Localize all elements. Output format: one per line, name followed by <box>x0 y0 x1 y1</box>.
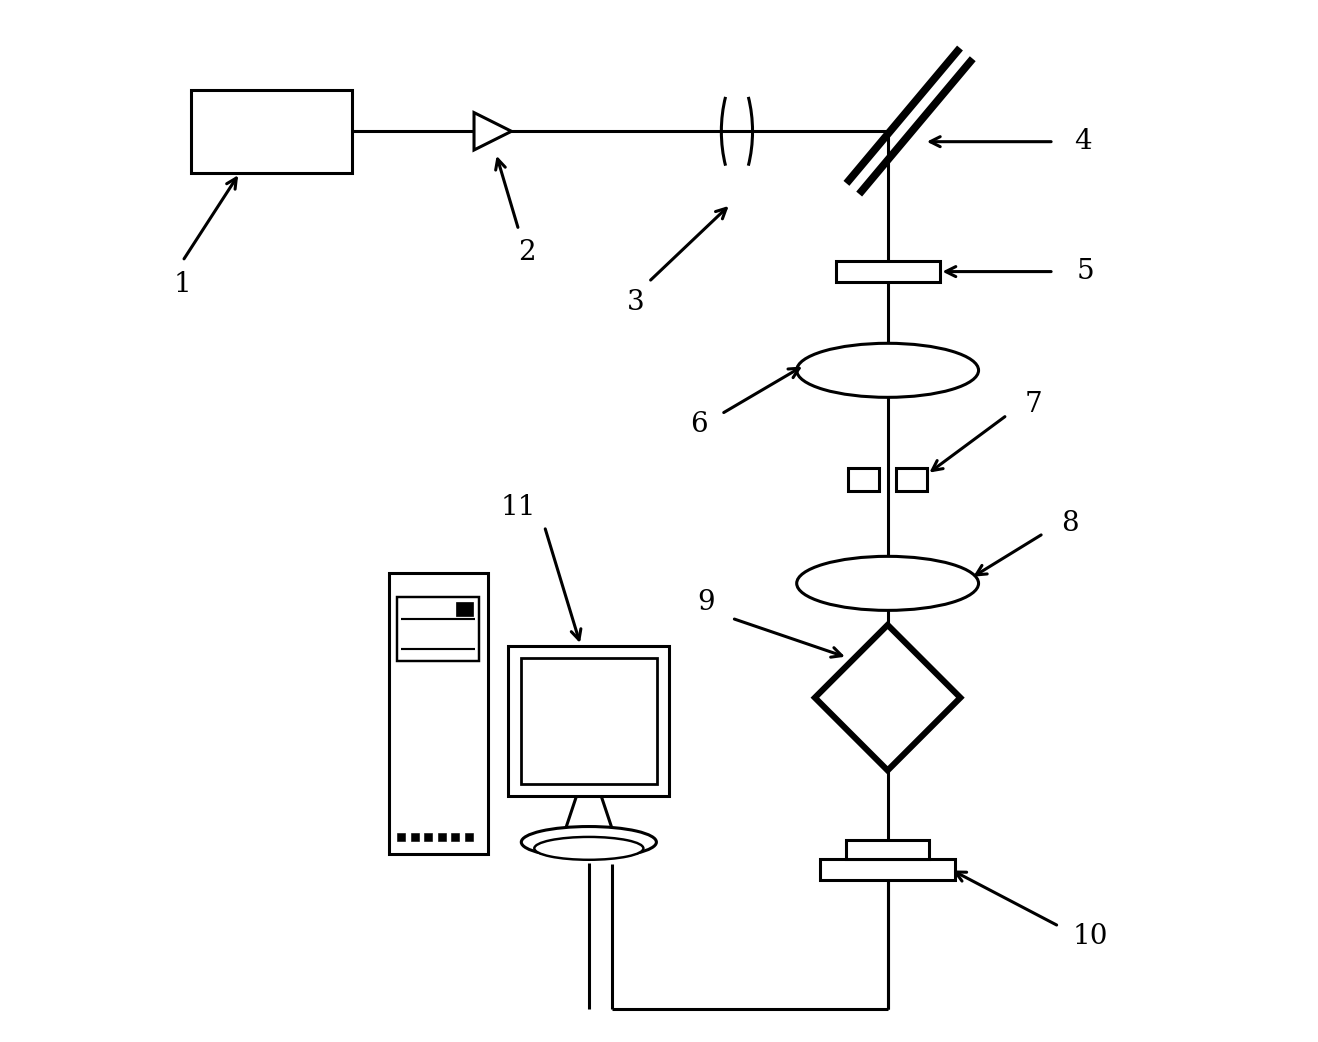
Text: 6: 6 <box>689 411 708 438</box>
Ellipse shape <box>796 556 978 611</box>
Bar <box>438 833 445 841</box>
Bar <box>836 262 940 282</box>
Bar <box>896 468 927 491</box>
Bar <box>465 833 473 841</box>
Bar <box>397 833 406 841</box>
Ellipse shape <box>796 343 978 397</box>
Bar <box>389 573 488 853</box>
Polygon shape <box>474 113 511 150</box>
Text: 8: 8 <box>1061 510 1078 537</box>
Text: 4: 4 <box>1074 128 1091 155</box>
Text: 5: 5 <box>1077 258 1094 286</box>
Ellipse shape <box>522 826 656 858</box>
Bar <box>521 659 656 784</box>
Bar <box>849 468 879 491</box>
Bar <box>424 833 432 841</box>
Bar <box>451 833 460 841</box>
Bar <box>846 840 929 859</box>
Polygon shape <box>815 625 961 770</box>
Text: 2: 2 <box>518 240 536 267</box>
Bar <box>411 833 419 841</box>
Text: 3: 3 <box>627 290 645 317</box>
Text: 1: 1 <box>174 271 191 298</box>
Bar <box>456 601 473 616</box>
Bar <box>191 90 352 173</box>
Bar <box>397 597 480 662</box>
Bar <box>509 646 670 796</box>
Text: 9: 9 <box>697 589 714 616</box>
Text: 7: 7 <box>1024 391 1043 418</box>
Ellipse shape <box>534 837 643 860</box>
Bar <box>820 859 956 879</box>
Text: 11: 11 <box>501 494 536 521</box>
Text: 10: 10 <box>1073 923 1108 950</box>
